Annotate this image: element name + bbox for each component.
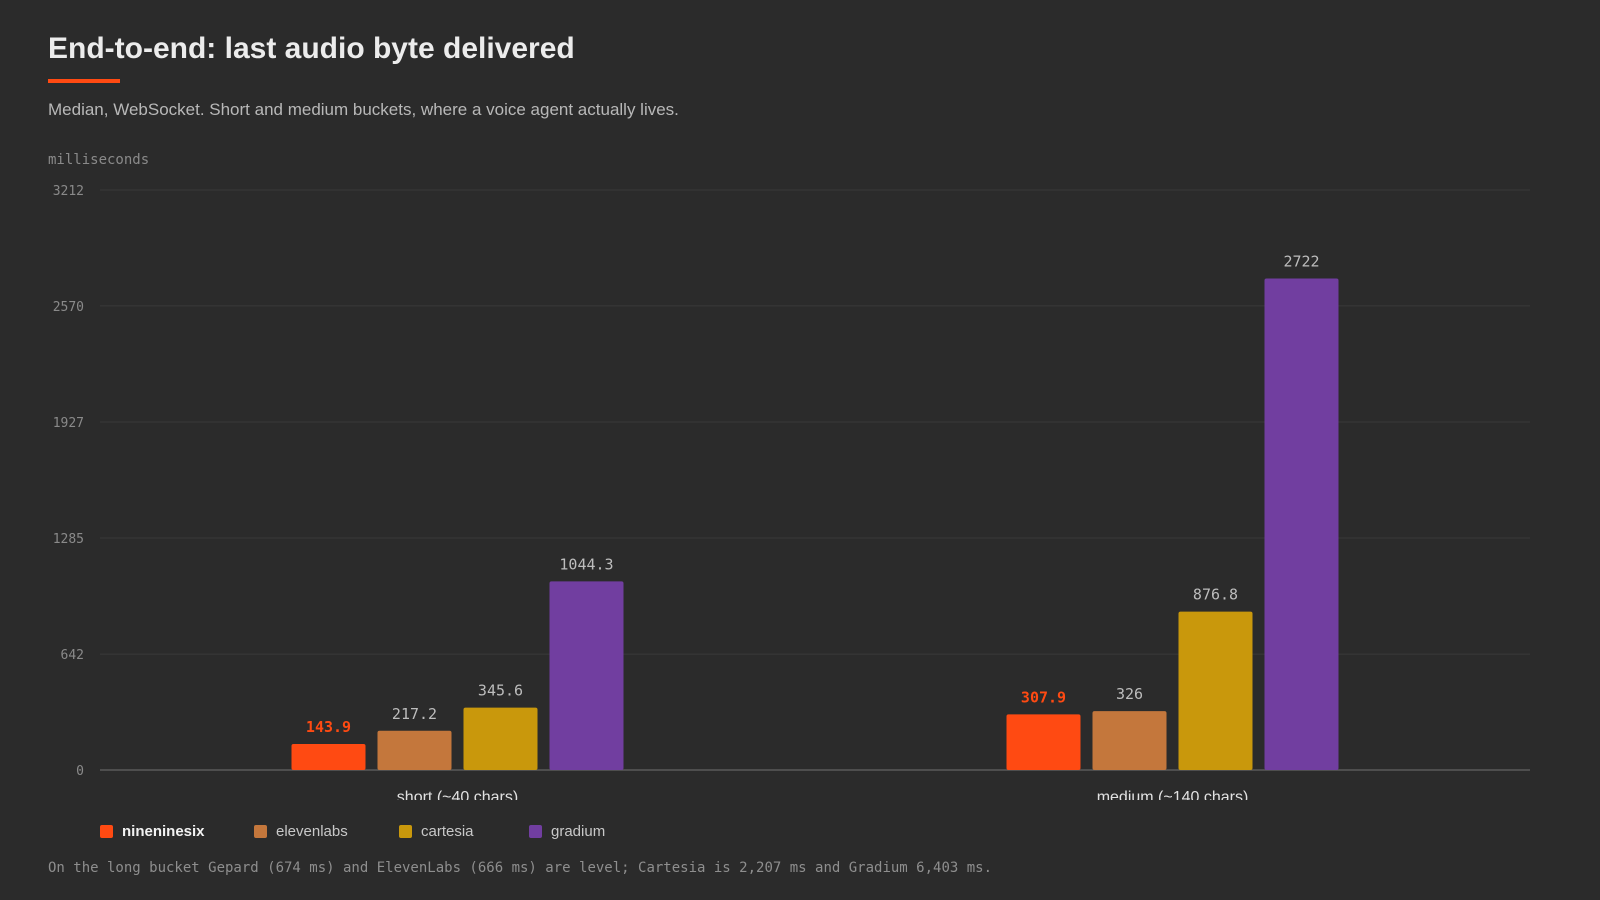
bar-gradium-0 [549, 581, 624, 770]
legend-item-cartesia: cartesia [399, 823, 474, 840]
data-label-elevenlabs-1: 326 [1116, 685, 1143, 703]
value-labels: 143.9 217.2 345.6 1044.3 307.9 326 876.8 2722 [306, 252, 1320, 736]
data-label-cartesia-1: 876.8 [1193, 586, 1238, 604]
y-tick-label: 0 [76, 764, 84, 779]
legend-item-elevenlabs: elevenlabs [254, 823, 348, 840]
legend-label: gradium [551, 823, 606, 840]
legend-item-gradium: gradium [529, 823, 605, 840]
legend-label: nineninesix [122, 823, 205, 840]
page-subtitle: Median, WebSocket. Short and medium buck… [48, 100, 679, 119]
legend-swatch [529, 825, 542, 838]
data-label-gradium-1: 2722 [1283, 252, 1319, 270]
y-tick-label: 1927 [53, 416, 84, 431]
bars [291, 278, 1339, 770]
data-label-cartesia-0: 345.6 [478, 682, 523, 700]
legend-swatch [100, 825, 113, 838]
y-axis-ticks: 0 642 1285 1927 2570 3212 [53, 184, 84, 779]
bar-chart: 0 642 1285 1927 2570 3212 143.9 217.2 345.6 1044… [48, 152, 1530, 800]
title-accent-underline [48, 79, 120, 83]
y-axis-title: milliseconds [48, 152, 149, 168]
y-tick-label: 1285 [53, 532, 84, 547]
data-label-elevenlabs-0: 217.2 [392, 705, 437, 723]
data-label-nineninesix-0: 143.9 [306, 718, 351, 736]
bar-elevenlabs-1 [1092, 711, 1167, 770]
legend-swatch [399, 825, 412, 838]
data-label-gradium-0: 1044.3 [559, 555, 613, 573]
y-tick-label: 3212 [53, 184, 84, 199]
category-label-0: short (~40 chars) [397, 789, 518, 800]
legend-swatch [254, 825, 267, 838]
legend-item-nineninesix: nineninesix [100, 823, 205, 840]
legend-label: cartesia [421, 823, 474, 840]
bar-nineninesix-1 [1006, 714, 1081, 770]
bar-nineninesix-0 [291, 744, 366, 770]
bar-cartesia-0 [463, 707, 538, 770]
bar-gradium-1 [1264, 278, 1339, 770]
footnote: On the long bucket Gepard (674 ms) and E… [48, 860, 993, 876]
legend-label: elevenlabs [276, 823, 348, 840]
bar-cartesia-1 [1178, 611, 1253, 770]
y-tick-label: 642 [61, 648, 84, 663]
bar-elevenlabs-0 [377, 730, 452, 770]
y-tick-label: 2570 [53, 300, 84, 315]
category-labels: short (~40 chars) medium (~140 chars) [397, 789, 1249, 800]
data-label-nineninesix-1: 307.9 [1021, 688, 1066, 706]
category-label-1: medium (~140 chars) [1097, 789, 1249, 800]
page-title: End-to-end: last audio byte delivered [48, 32, 575, 65]
